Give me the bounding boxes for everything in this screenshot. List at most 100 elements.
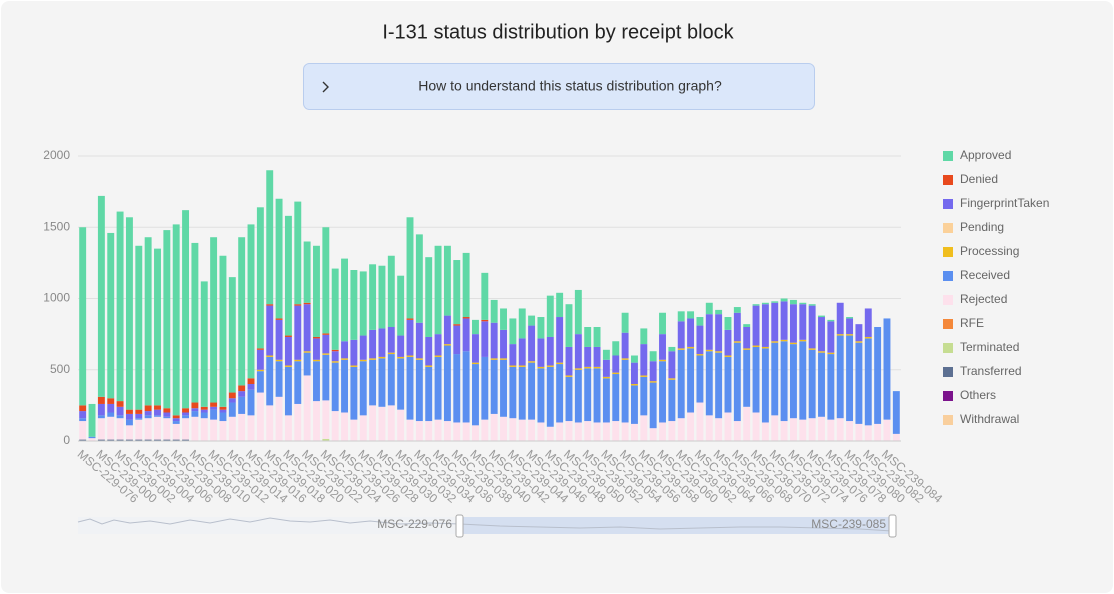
legend-item[interactable]: Approved (943, 148, 1011, 162)
bar-segment (649, 381, 657, 383)
help-box[interactable] (303, 63, 815, 110)
bar-segment (182, 415, 190, 419)
bar-segment (593, 422, 601, 441)
bar-segment (789, 304, 797, 343)
bar-segment (855, 324, 863, 342)
bar-segment (724, 317, 732, 330)
bar-segment (687, 311, 695, 319)
legend-item[interactable]: Rejected (943, 292, 1007, 306)
bar-segment (369, 405, 377, 441)
bar-segment (621, 332, 629, 359)
bar-segment (182, 439, 190, 441)
bar-segment (135, 245, 143, 410)
legend-item[interactable]: RFE (943, 316, 984, 330)
bar-segment (256, 207, 264, 349)
y-tick-label: 1000 (43, 291, 70, 305)
bar-segment (827, 419, 835, 441)
bar-segment (537, 338, 545, 367)
bar-segment (284, 215, 292, 336)
slider-handle[interactable] (455, 514, 464, 538)
bar-segment (490, 358, 498, 360)
bar-segment (116, 439, 124, 441)
bar-segment (256, 371, 264, 393)
bar-segment (481, 319, 489, 322)
bar-segment (836, 334, 844, 336)
legend-item[interactable]: FingerprintTaken (943, 196, 1049, 210)
bar-segment (593, 327, 601, 347)
bar-segment (799, 341, 807, 420)
bar-segment (808, 305, 816, 349)
bar-segment (88, 438, 96, 441)
slider-handle[interactable] (888, 514, 897, 538)
bar-segment (789, 344, 797, 419)
bar-segment (313, 336, 320, 339)
legend-item[interactable]: Withdrawal (943, 412, 1019, 426)
bar-segment (808, 418, 816, 441)
legend-item[interactable]: Received (943, 268, 1010, 282)
bar-segment (256, 392, 264, 441)
bar-segment (350, 419, 358, 441)
bar-segment (565, 421, 573, 441)
bar-segment (705, 349, 713, 352)
bar-segment (387, 352, 395, 355)
bar-segment (593, 366, 601, 369)
bar-segment (668, 351, 676, 379)
bar-segment (144, 411, 152, 416)
bar-segment (415, 421, 423, 441)
bar-segment (191, 411, 199, 417)
bar-segment (331, 361, 339, 363)
legend-label: FingerprintTaken (960, 196, 1049, 210)
bar-segment (659, 422, 666, 441)
help-text[interactable]: How to understand this status distributi… (418, 78, 722, 94)
bar-segment (546, 366, 554, 427)
bar-segment (546, 426, 554, 441)
bar-segment (668, 378, 676, 380)
bar-segment (200, 406, 208, 410)
legend-item[interactable]: Denied (943, 172, 998, 186)
bar-segment (294, 403, 302, 441)
legend-item[interactable]: Pending (943, 220, 1004, 234)
bar-segment (387, 354, 395, 406)
bar-segment (640, 344, 648, 376)
bar-segment (219, 421, 227, 441)
bar-segment (846, 334, 854, 336)
chevron-icon[interactable] (322, 81, 329, 93)
bar-segment (107, 416, 115, 440)
bar-segment (612, 355, 620, 373)
bar-segment (238, 385, 246, 392)
legend-item[interactable]: Processing (943, 244, 1019, 258)
bar-segment (462, 252, 470, 318)
bar-segment (210, 237, 218, 403)
bar-segment (528, 315, 536, 326)
bar-segment (855, 423, 863, 441)
bar-segment (182, 408, 190, 413)
bar-segment (322, 400, 330, 439)
y-tick-label: 500 (50, 362, 70, 376)
slider-end-label: MSC-239-085 (811, 517, 886, 531)
bar-segment (556, 362, 564, 365)
legend-item[interactable]: Transferred (943, 364, 1022, 378)
slider-selection[interactable] (460, 517, 893, 534)
bar-segment (780, 339, 788, 342)
bar-segment (818, 317, 825, 352)
bar-segment (462, 318, 470, 352)
bar-segment (799, 339, 807, 342)
bar-segment (191, 402, 199, 409)
bar-segment (453, 324, 461, 326)
bar-segment (284, 415, 292, 441)
legend-swatch (943, 223, 953, 233)
bar-segment (621, 312, 629, 333)
bar-segment (154, 416, 161, 440)
bar-segment (359, 415, 367, 441)
legend-item[interactable]: Others (943, 388, 996, 402)
zoom-slider[interactable]: MSC-229-076 MSC-239-085 (77, 514, 897, 538)
bar-segment (425, 336, 433, 366)
bar-segment (135, 439, 143, 441)
bar-segment (238, 391, 246, 397)
help-toggle[interactable]: How to understand this status distributi… (303, 63, 815, 110)
legend-item[interactable]: Terminated (943, 340, 1019, 354)
bar-segment (584, 366, 592, 369)
bar-segment (434, 334, 442, 356)
bar-segment (228, 392, 236, 399)
bar-segment (789, 418, 797, 441)
